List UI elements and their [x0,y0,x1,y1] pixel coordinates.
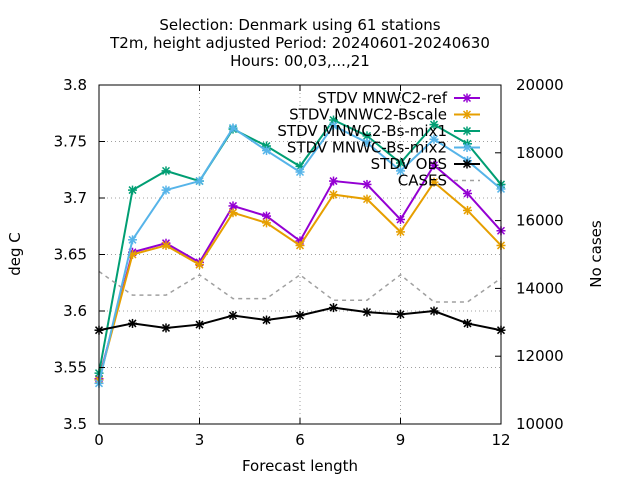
data-point-stdv-mnwc2-bscale [396,227,405,237]
y-tick-label: 3.75 [54,133,87,151]
data-point-stdv-obs [396,309,405,319]
data-point-stdv-mnwc2-bs-mix1 [128,185,137,195]
legend-entry-stdv-mnwc2-ref: STDV MNWC2-ref [317,89,480,107]
data-point-stdv-mnwc2-ref [262,211,271,221]
chart-title: Selection: Denmark using 61 stations T2m… [109,16,490,70]
y2-tick-label: 18000 [516,144,564,162]
legend-entry-stdv-mnwc-bs-mix2: STDV MNWC-Bs-mix2 [287,139,480,157]
y2-axis-label: No cases [587,220,605,288]
chart-title-line-2: T2m, height adjusted Period: 20240601-20… [109,34,490,52]
x-tick-label: 9 [396,431,406,449]
y2-tick-label: 12000 [516,347,564,365]
y-tick-label: 3.55 [54,359,87,377]
data-point-stdv-mnwc2-ref [329,176,338,186]
data-point-stdv-mnwc-bs-mix2 [396,166,405,176]
data-point-stdv-mnwc2-bs-mix1 [161,166,171,176]
data-point-stdv-mnwc-bs-mix2 [128,235,137,245]
data-point-stdv-mnwc-bs-mix2 [362,138,372,148]
data-point-stdv-mnwc2-bscale [195,260,204,270]
data-point-stdv-mnwc2-bscale [463,205,472,215]
legend-marker [462,143,472,152]
series-layer [94,115,506,388]
data-point-stdv-mnwc2-bscale [362,194,372,204]
data-point-stdv-obs [161,323,171,333]
legend-marker [462,110,472,119]
y-tick-label: 3.65 [54,246,87,264]
data-point-stdv-mnwc-bs-mix2 [329,121,338,131]
y-tick-label: 3.8 [63,76,87,94]
data-point-stdv-obs [429,306,439,316]
data-point-stdv-obs [329,303,338,313]
data-point-stdv-obs [463,318,472,328]
data-point-stdv-obs [295,311,305,321]
data-point-stdv-mnwc2-ref [396,214,405,224]
series-stdv-mnwc-bs-mix2 [94,121,506,388]
legend-label: STDV MNWC-Bs-mix2 [287,139,447,157]
data-point-stdv-obs [195,320,204,330]
axes: 0 3 6 9 12 3.5 3.55 3.6 3.65 3.7 3.75 3.8 10000 12000… [54,76,564,449]
x-tick-label: 0 [94,431,104,449]
legend-marker [462,93,472,103]
data-point-stdv-mnwc2-bscale [295,240,305,250]
legend-label: STDV MNWC2-ref [317,89,447,107]
data-point-stdv-obs [128,318,137,328]
y-tick-label: 3.5 [63,415,87,433]
legend-entry-stdv-obs: STDV OBS [371,155,480,173]
data-point-stdv-obs [228,311,238,321]
data-point-stdv-mnwc2-ref [429,160,439,170]
y-tick-label: 3.7 [63,189,87,207]
legend-marker [462,126,472,136]
y2-tick-label: 20000 [516,76,564,94]
data-point-stdv-mnwc2-bscale [329,190,338,200]
x-tick-label: 6 [295,431,305,449]
legend-label: CASES [398,172,447,190]
legend-entry-stdv-mnwc2-bs-mix1: STDV MNWC2-Bs-mix1 [277,122,480,140]
series-cases [98,270,502,303]
data-point-stdv-mnwc-bs-mix2 [161,185,171,195]
x-tick-label: 12 [491,431,510,449]
data-point-stdv-mnwc2-ref [463,188,472,198]
legend-entry-stdv-mnwc2-bscale: STDV MNWC2-Bscale [289,106,480,124]
data-point-stdv-mnwc-bs-mix2 [429,134,439,144]
series-line-cases [98,270,502,303]
data-point-stdv-mnwc2-bs-mix1 [362,131,372,141]
data-point-stdv-obs [362,307,372,317]
data-point-stdv-mnwc-bs-mix2 [195,176,204,186]
legend-marker [462,159,472,169]
chart-title-line-1: Selection: Denmark using 61 stations [159,16,440,34]
data-point-stdv-mnwc2-bscale [228,208,238,218]
series-stdv-obs [94,303,506,335]
y2-tick-label: 10000 [516,415,564,433]
grid [99,85,501,424]
x-tick-label: 3 [195,431,205,449]
data-point-stdv-mnwc2-bscale [161,240,171,250]
y2-tick-label: 14000 [516,279,564,297]
legend-label: STDV MNWC2-Bscale [289,106,447,124]
data-point-stdv-mnwc-bs-mix2 [262,146,271,156]
legend-label: STDV MNWC2-Bs-mix1 [277,122,447,140]
data-point-stdv-mnwc-bs-mix2 [228,123,238,133]
y-tick-label: 3.6 [63,302,87,320]
x-axis-label: Forecast length [242,457,358,475]
data-point-stdv-mnwc2-bs-mix1 [396,158,405,168]
data-point-stdv-obs [262,315,271,325]
legend-label: STDV OBS [371,155,447,173]
y2-tick-label: 16000 [516,212,564,230]
data-point-stdv-mnwc2-ref [362,179,372,189]
data-point-stdv-mnwc2-bscale [429,177,439,187]
data-point-stdv-mnwc2-bscale [262,218,271,228]
chart-title-line-3: Hours: 00,03,...,21 [230,52,370,70]
y-axis-label: deg C [6,232,24,276]
data-point-stdv-mnwc2-bs-mix1 [429,120,439,130]
data-point-stdv-mnwc-bs-mix2 [295,167,305,177]
legend-entry-cases: CASES [398,172,480,190]
